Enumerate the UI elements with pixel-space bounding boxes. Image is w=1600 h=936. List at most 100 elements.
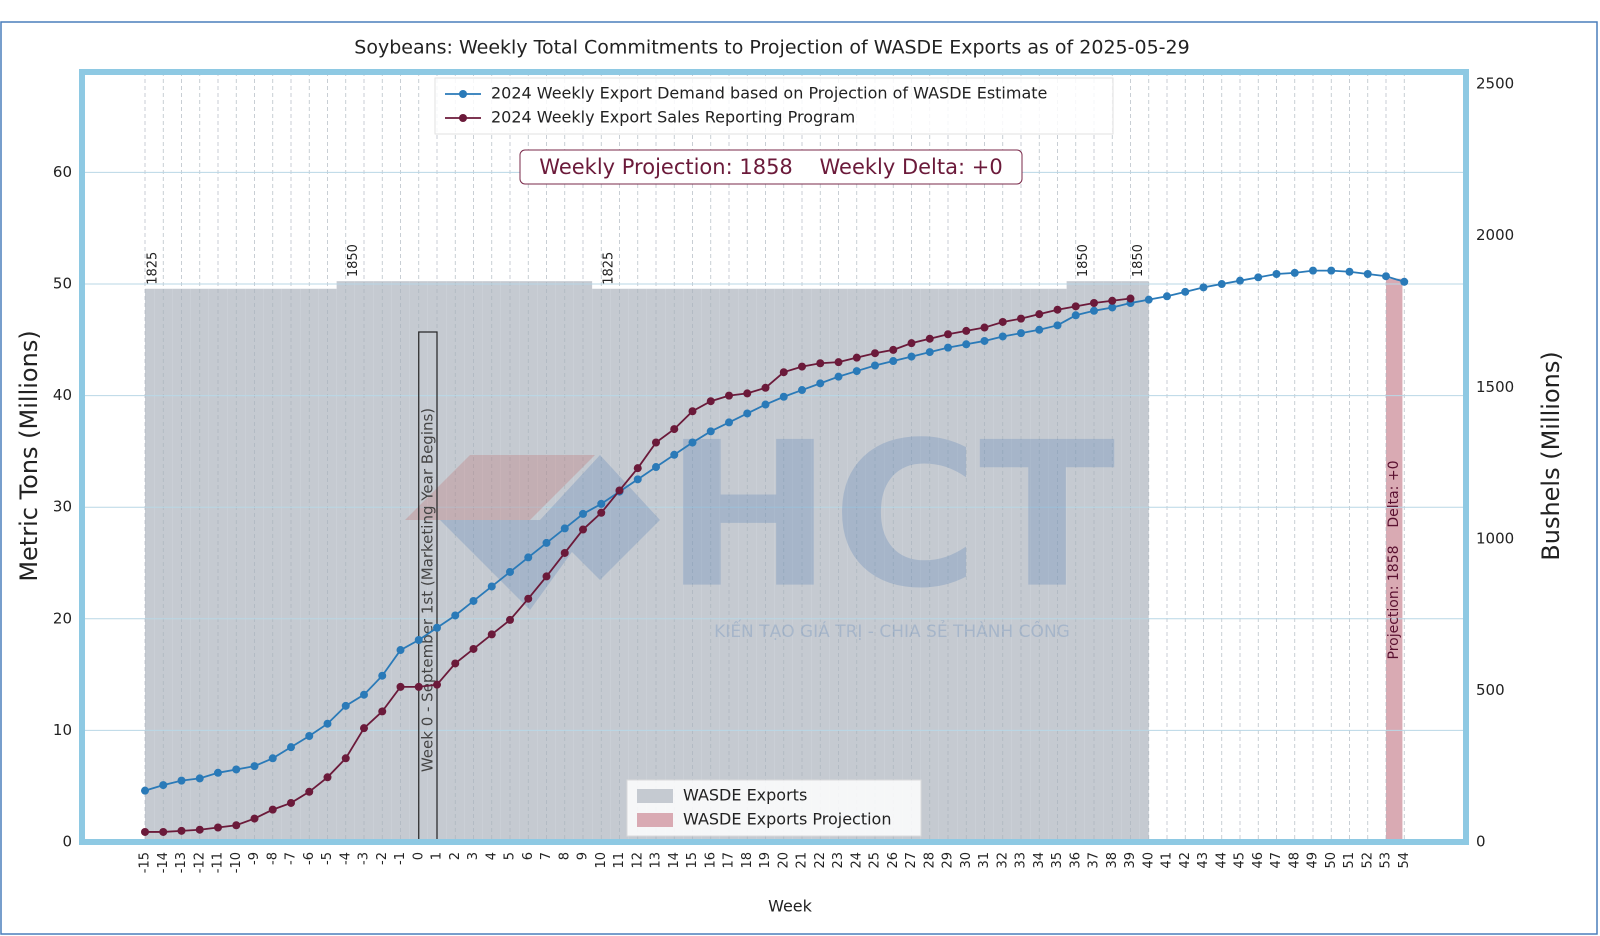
legend-swatch [637, 789, 673, 803]
series-point [250, 814, 259, 823]
x-tick-label: 41 [1160, 852, 1175, 869]
x-tick-label: 13 [649, 852, 664, 869]
series-point [177, 776, 186, 785]
bar [1139, 281, 1149, 842]
series-point [268, 805, 277, 814]
series-point [1382, 272, 1390, 281]
y-tick-label: 50 [53, 275, 72, 293]
series-point [323, 719, 332, 728]
bar [1103, 281, 1122, 842]
series-point [1400, 277, 1409, 286]
series-point [1053, 305, 1062, 314]
series-point [615, 486, 624, 495]
x-tick-label: -6 [302, 852, 317, 865]
series-point [962, 340, 971, 349]
y-tick-label: 60 [53, 163, 72, 181]
series-point [706, 397, 715, 406]
x-tick-label: 30 [959, 852, 974, 869]
x-tick-label: 44 [1214, 852, 1229, 869]
bar [1066, 281, 1085, 842]
projection-label: Projection: 1858 Delta: +0 [1386, 461, 1402, 660]
bar [482, 281, 501, 842]
x-tick-label: 27 [904, 852, 919, 869]
series-point [871, 349, 879, 358]
series-point [579, 525, 587, 534]
x-tick-label: 8 [557, 852, 572, 860]
x-tick-label: 16 [703, 852, 718, 869]
y-tick-label: 30 [53, 498, 72, 516]
series-point [688, 438, 697, 447]
info-box [519, 149, 1023, 185]
x-tick-label: 26 [886, 852, 901, 869]
bar [555, 281, 574, 842]
series-point [214, 768, 222, 777]
series-point [1035, 325, 1044, 334]
series-point [907, 339, 916, 348]
series-point [925, 334, 934, 343]
y-tick-label: 10 [53, 721, 72, 739]
series-point [560, 548, 569, 557]
series-point [1090, 299, 1098, 307]
series-point [1236, 276, 1244, 285]
y2-tick-label: 0 [1476, 833, 1486, 851]
legend-box [434, 77, 1114, 135]
y2-tick-label: 500 [1476, 681, 1505, 699]
x-tick-label: 46 [1251, 852, 1266, 869]
legend-label: 2024 Weekly Export Sales Reporting Progr… [491, 108, 855, 127]
legend-box [626, 779, 922, 837]
bar [500, 281, 520, 842]
bar [336, 281, 355, 842]
y2-tick-label: 2500 [1476, 75, 1514, 93]
series-point [1345, 267, 1354, 276]
x-tick-label: 48 [1287, 852, 1302, 869]
series-point [341, 754, 350, 763]
y-tick-label: 20 [53, 609, 72, 627]
y-tick-label: 40 [53, 386, 72, 404]
series-point [743, 409, 752, 418]
series-point [542, 572, 551, 581]
series-point [998, 317, 1007, 326]
plot-frame [79, 69, 1469, 845]
series-point [414, 682, 423, 691]
x-tick-label: -9 [247, 852, 262, 865]
x-tick-label: 31 [977, 852, 992, 869]
x-tick-label: -12 [192, 852, 207, 873]
info-box-text: Weekly Projection: 1858 Weekly Delta: +0 [539, 155, 1002, 179]
series-point [232, 821, 241, 830]
x-tick-label: 33 [1014, 852, 1029, 869]
series-point [1327, 266, 1336, 275]
series-point [816, 359, 825, 368]
series-point [378, 671, 387, 680]
series-point [487, 582, 496, 591]
series-point [652, 438, 660, 447]
watermark-tagline: KIẾN TẠO GIÁ TRỊ - CHIA SẺ THÀNH CÔNG [714, 618, 1070, 642]
series-point [1163, 292, 1171, 301]
series-point [1254, 273, 1263, 282]
x-tick-label: -2 [375, 852, 390, 865]
series-point [287, 743, 295, 752]
x-tick-label: 36 [1068, 852, 1083, 869]
x-tick-label: 43 [1196, 852, 1211, 869]
series-point [871, 361, 879, 370]
x-tick-label: 11 [612, 852, 627, 869]
x-tick-label: 25 [868, 852, 883, 869]
series-point [451, 611, 460, 620]
x-tick-label: -14 [156, 852, 171, 873]
x-tick-label: 40 [1141, 852, 1156, 869]
series-point [250, 762, 259, 771]
bar-value-label: 1850 [1076, 244, 1091, 277]
x-tick-label: 7 [539, 852, 554, 860]
x-tick-label: -5 [320, 852, 335, 865]
series-point [360, 690, 368, 699]
series-point [889, 357, 898, 366]
bar [464, 281, 483, 842]
x-tick-label: 42 [1178, 852, 1193, 869]
x-tick-label: 52 [1360, 852, 1375, 869]
series-point [816, 379, 825, 388]
x-tick-label: 21 [795, 852, 810, 869]
y2-tick-label: 1500 [1476, 378, 1514, 396]
watermark-shape [405, 455, 595, 520]
x-tick-label: 0 [411, 852, 426, 860]
series-point [852, 367, 861, 376]
